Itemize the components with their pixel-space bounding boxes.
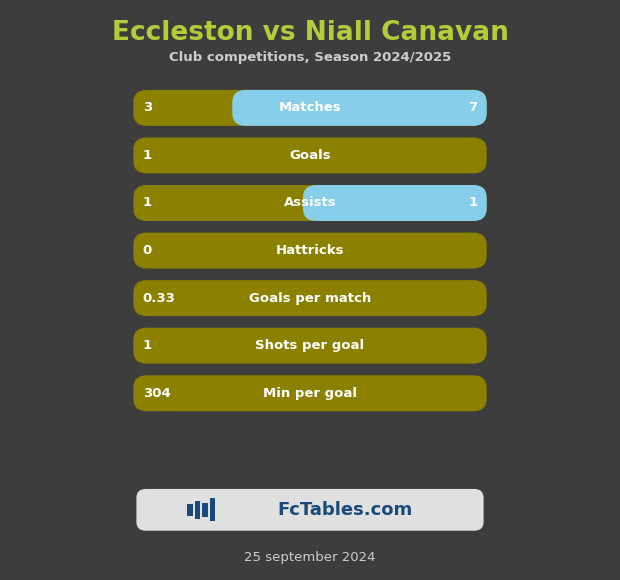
Text: 3: 3 xyxy=(143,102,152,114)
FancyBboxPatch shape xyxy=(133,90,487,126)
Text: 304: 304 xyxy=(143,387,170,400)
Text: Hattricks: Hattricks xyxy=(276,244,344,257)
Text: 1: 1 xyxy=(143,339,152,352)
Text: FcTables.com: FcTables.com xyxy=(277,501,412,519)
Text: Eccleston vs Niall Canavan: Eccleston vs Niall Canavan xyxy=(112,20,508,46)
Text: Min per goal: Min per goal xyxy=(263,387,357,400)
Text: 0.33: 0.33 xyxy=(143,292,175,304)
FancyBboxPatch shape xyxy=(133,185,487,221)
Text: Matches: Matches xyxy=(278,102,342,114)
FancyBboxPatch shape xyxy=(133,233,487,269)
Text: Club competitions, Season 2024/2025: Club competitions, Season 2024/2025 xyxy=(169,51,451,64)
FancyBboxPatch shape xyxy=(133,280,487,316)
Text: 1: 1 xyxy=(468,197,477,209)
Text: 1: 1 xyxy=(143,149,152,162)
Text: Goals: Goals xyxy=(289,149,331,162)
Text: 1: 1 xyxy=(143,197,152,209)
FancyBboxPatch shape xyxy=(195,501,200,519)
FancyBboxPatch shape xyxy=(187,504,193,516)
FancyBboxPatch shape xyxy=(210,498,215,521)
Text: 0: 0 xyxy=(143,244,152,257)
Text: Shots per goal: Shots per goal xyxy=(255,339,365,352)
Text: Assists: Assists xyxy=(284,197,336,209)
Text: Goals per match: Goals per match xyxy=(249,292,371,304)
Text: 7: 7 xyxy=(468,102,477,114)
Text: 25 september 2024: 25 september 2024 xyxy=(244,552,376,564)
FancyBboxPatch shape xyxy=(133,328,487,364)
FancyBboxPatch shape xyxy=(232,90,487,126)
FancyBboxPatch shape xyxy=(133,375,487,411)
FancyBboxPatch shape xyxy=(136,489,484,531)
FancyBboxPatch shape xyxy=(133,137,487,173)
FancyBboxPatch shape xyxy=(303,185,487,221)
FancyBboxPatch shape xyxy=(202,502,208,517)
